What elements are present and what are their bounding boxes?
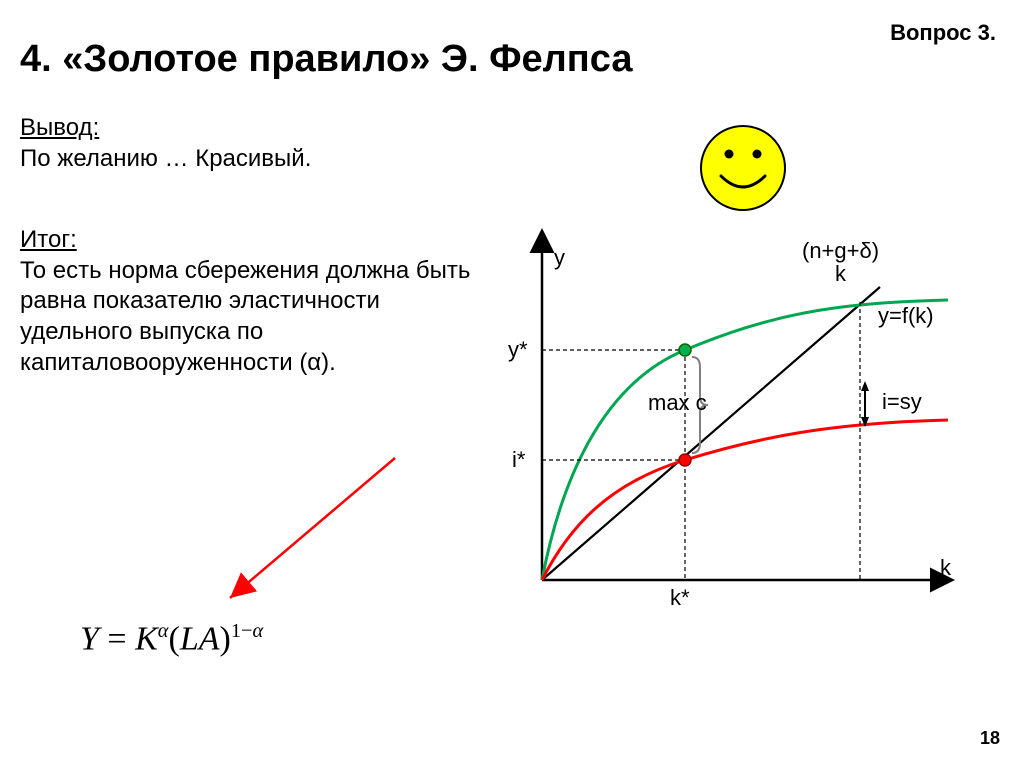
page-number: 18 <box>980 728 1000 749</box>
itog-label: Итог: <box>20 225 490 256</box>
sy-curve <box>542 420 948 580</box>
maxc-label: max c <box>648 390 707 416</box>
slide-title: 4. «Золотое правило» Э. Фелпса <box>20 38 632 81</box>
vyvod-body: По желанию … Красивый. <box>20 144 470 175</box>
itog-body: То есть норма сбережения должна быть рав… <box>20 256 490 379</box>
istar-label: i* <box>512 447 525 473</box>
production-function-formula: Y = Kα(LA)1−α <box>80 620 263 658</box>
question-label: Вопрос 3. <box>890 20 996 46</box>
fk-curve <box>542 300 948 580</box>
dbl-arrow-head-up <box>861 381 869 391</box>
line-label: (n+g+δ)k <box>802 239 879 285</box>
kstar-label: k* <box>670 585 690 611</box>
sy-label: i=sy <box>882 389 922 415</box>
red-dot <box>679 454 691 466</box>
green-dot <box>679 344 691 356</box>
itog-block: Итог: То есть норма сбережения должна бы… <box>20 225 490 379</box>
smiley-icon <box>697 122 789 214</box>
fk-label: y=f(k) <box>878 303 934 329</box>
solow-diagram: y k y* i* k* max c (n+g+δ)k y=f(k) i=sy <box>470 225 980 625</box>
ystar-label: y* <box>508 337 528 363</box>
vyvod-label: Вывод: <box>20 113 470 144</box>
vyvod-block: Вывод: По желанию … Красивый. <box>20 113 470 174</box>
solow-diagram-svg <box>470 225 980 625</box>
y-axis-label: y <box>554 245 565 271</box>
pointer-arrow-line <box>230 458 395 598</box>
x-axis-label: k <box>940 555 951 581</box>
slide: Вопрос 3. 4. «Золотое правило» Э. Фелпса… <box>0 0 1024 767</box>
